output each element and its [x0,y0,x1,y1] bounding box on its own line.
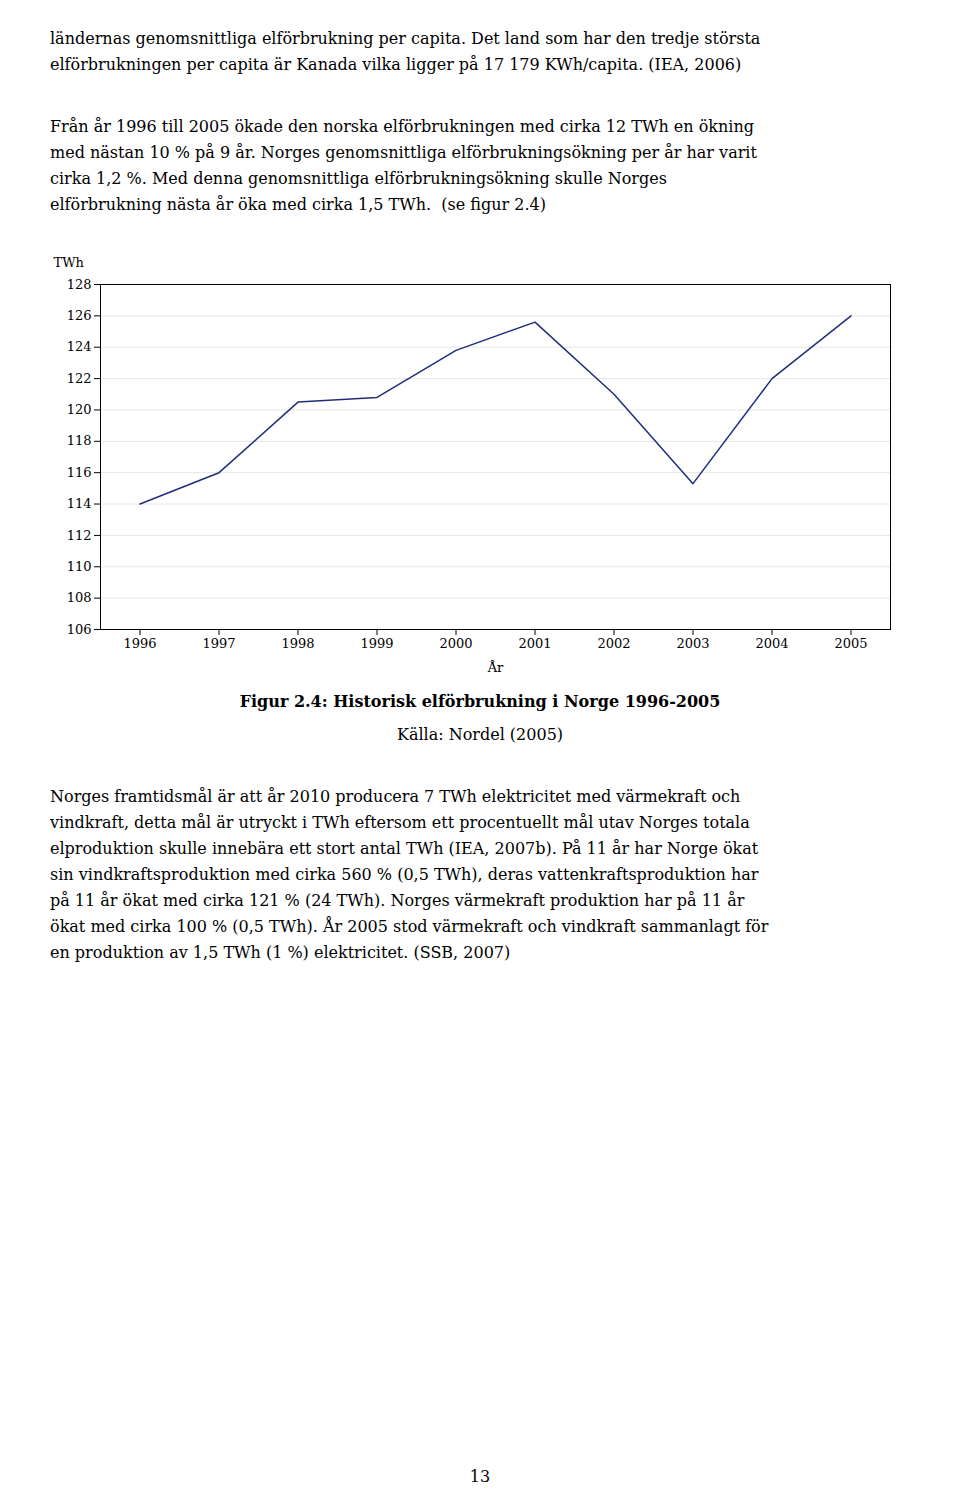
html-text:elproduktion skulle innebära e: elproduktion skulle innebära ett stort a… [50,839,759,858]
html-text:ökat med cirka 100 % (0,5 TWh): ökat med cirka 100 % (0,5 TWh). År 2005 … [50,917,769,936]
svg-text:1996: 1996 [123,636,156,651]
html-text:med nästan 10 % på 9 år. Norge: med nästan 10 % på 9 år. Norges genomsni… [50,143,757,162]
html-text:cirka 1,2 %. Med denna genomsn: cirka 1,2 %. Med denna genomsnittliga el… [50,169,667,188]
svg-text:106: 106 [67,622,92,637]
html-text:Figur 2.4: Historisk elförbruk: Figur 2.4: Historisk elförbrukning i Nor… [239,692,721,711]
svg-text:126: 126 [67,308,92,323]
html-text:Källa: Nordel (2005): Källa: Nordel (2005) [396,725,564,744]
html-text:Från år 1996 till 2005 ökade d: Från år 1996 till 2005 ökade den norska … [50,117,754,136]
svg-text:År: År [487,660,504,675]
html-text:sin vindkraftsproduktion med c: sin vindkraftsproduktion med cirka 560 %… [50,865,759,884]
svg-text:124: 124 [67,339,92,354]
html-text:elförbrukningen per capita är: elförbrukningen per capita är Kanada vil… [50,55,742,74]
svg-text:128: 128 [67,277,92,292]
html-text:Norges framtidsmål är att år 2: Norges framtidsmål är att år 2010 produc… [50,787,741,806]
svg-text:2005: 2005 [834,636,867,651]
svg-text:118: 118 [67,433,92,448]
svg-text:120: 120 [67,402,92,417]
svg-text:112: 112 [67,528,92,543]
svg-text:2002: 2002 [597,636,630,651]
svg-text:122: 122 [67,371,92,386]
html-text:elförbrukning nästa år öka med: elförbrukning nästa år öka med cirka 1,5… [50,195,546,214]
svg-text:1997: 1997 [202,636,235,651]
html-text:på 11 år ökat med cirka 121 %: på 11 år ökat med cirka 121 % (24 TWh). … [50,891,745,910]
html-text:13: 13 [469,1467,491,1486]
svg-text:110: 110 [67,559,92,574]
html-text:en produktion av 1,5 TWh (1 %): en produktion av 1,5 TWh (1 %) elektrici… [50,943,511,962]
svg-text:116: 116 [67,465,92,480]
svg-text:2001: 2001 [518,636,551,651]
svg-text:108: 108 [67,590,92,605]
svg-text:TWh: TWh [54,255,85,270]
svg-text:1998: 1998 [281,636,314,651]
html-text:vindkraft, detta mål är utryck: vindkraft, detta mål är utryckt i TWh ef… [50,813,750,832]
svg-text:2000: 2000 [439,636,472,651]
svg-text:1999: 1999 [360,636,393,651]
svg-text:114: 114 [67,496,92,511]
html-text:ländernas genomsnittliga elför: ländernas genomsnittliga elförbrukning p… [50,29,761,48]
svg-text:2004: 2004 [755,636,788,651]
svg-text:2003: 2003 [676,636,709,651]
